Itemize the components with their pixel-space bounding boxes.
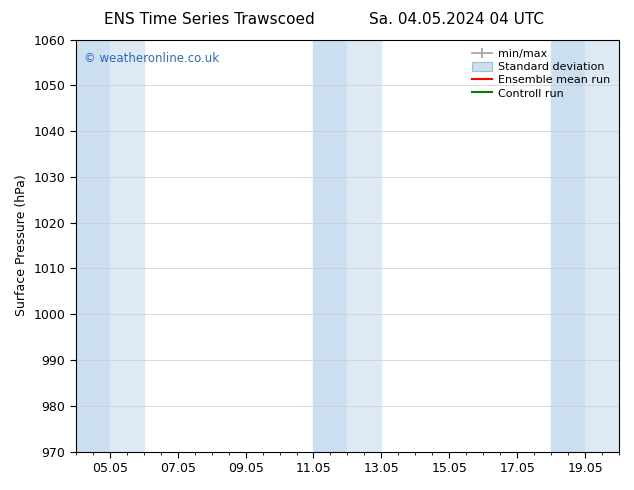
Legend: min/max, Standard deviation, Ensemble mean run, Controll run: min/max, Standard deviation, Ensemble me… bbox=[469, 45, 614, 102]
Bar bbox=[347, 40, 382, 452]
Bar bbox=[110, 40, 144, 452]
Bar bbox=[551, 40, 585, 452]
Text: Sa. 04.05.2024 04 UTC: Sa. 04.05.2024 04 UTC bbox=[369, 12, 544, 27]
Bar bbox=[585, 40, 619, 452]
Text: © weatheronline.co.uk: © weatheronline.co.uk bbox=[84, 52, 219, 65]
Bar bbox=[76, 40, 110, 452]
Text: ENS Time Series Trawscoed: ENS Time Series Trawscoed bbox=[104, 12, 314, 27]
Y-axis label: Surface Pressure (hPa): Surface Pressure (hPa) bbox=[15, 175, 28, 317]
Bar bbox=[313, 40, 347, 452]
